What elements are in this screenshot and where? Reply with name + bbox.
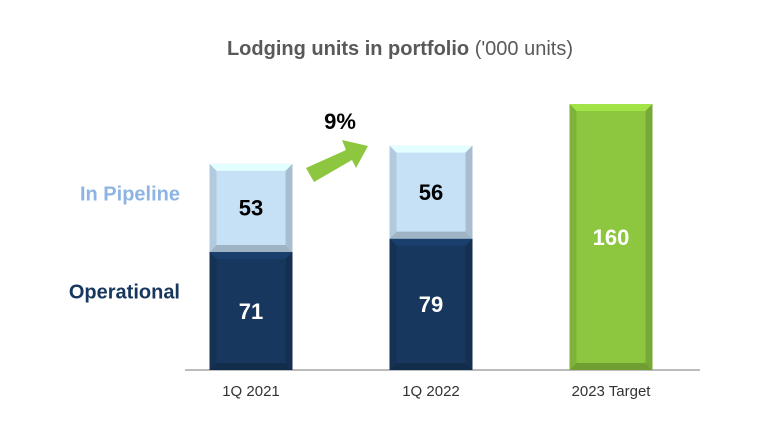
legend-label: In Pipeline: [80, 183, 180, 205]
bar-segment: [209, 251, 293, 370]
bar-bevel: [209, 251, 217, 370]
value-label: 71: [239, 299, 263, 324]
bar-bevel: [465, 145, 473, 239]
bar-bevel: [645, 104, 653, 370]
bar-bevel: [389, 238, 473, 246]
bar-bevel: [569, 363, 653, 370]
value-label: 53: [239, 196, 263, 221]
bar-segment: [389, 145, 473, 239]
title-main: Lodging units in portfolio: [227, 38, 469, 60]
bar-segment: [209, 163, 293, 252]
x-tick-label: 2023 Target: [572, 383, 652, 400]
annotation: 9%: [324, 109, 356, 134]
bar-bevel: [285, 163, 293, 252]
chart-title: Lodging units in portfolio ('000 units): [227, 38, 573, 60]
bar-bevel: [209, 163, 217, 252]
title-unit: ('000 units): [475, 38, 573, 60]
bar-bevel: [285, 251, 293, 370]
x-tick-label: 1Q 2021: [222, 383, 280, 400]
value-label: 160: [593, 225, 630, 250]
bar-bevel: [209, 363, 293, 370]
x-tick-label: 1Q 2022: [402, 383, 460, 400]
bar-bevel: [569, 104, 577, 370]
bar-segment: [389, 238, 473, 370]
bar-bevel: [465, 238, 473, 370]
bar-bevel: [209, 163, 293, 171]
bar-segment: [569, 104, 653, 370]
bar-bevel: [389, 231, 473, 239]
bar-bevel: [209, 244, 293, 252]
growth-arrow: [306, 140, 368, 182]
value-label: 56: [419, 180, 443, 205]
bar-bevel: [389, 363, 473, 370]
legend-label: Operational: [69, 281, 180, 303]
bar-bevel: [389, 145, 397, 239]
bar-bevel: [389, 145, 473, 153]
value-label: 79: [419, 292, 443, 317]
bar-bevel: [569, 104, 653, 111]
bar-bevel: [209, 251, 293, 259]
bar-bevel: [389, 238, 397, 370]
